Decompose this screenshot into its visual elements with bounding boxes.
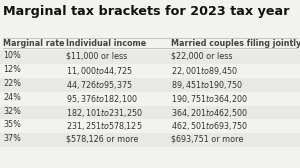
Text: 35%: 35% bbox=[3, 120, 21, 129]
Text: $182,101 to $231,250: $182,101 to $231,250 bbox=[66, 107, 143, 118]
Text: Marginal tax brackets for 2023 tax year: Marginal tax brackets for 2023 tax year bbox=[3, 5, 290, 18]
Text: Marginal rate: Marginal rate bbox=[3, 39, 64, 48]
Text: $462,501 to $693,750: $462,501 to $693,750 bbox=[171, 120, 248, 132]
Text: $364,201 to $462,500: $364,201 to $462,500 bbox=[171, 107, 248, 118]
Text: $231,251 to $578,125: $231,251 to $578,125 bbox=[66, 120, 142, 132]
Bar bbox=[0, 50, 300, 64]
Text: 32%: 32% bbox=[3, 107, 21, 116]
Text: 24%: 24% bbox=[3, 93, 21, 102]
Text: $89,451 to $190,750: $89,451 to $190,750 bbox=[171, 79, 243, 91]
Text: 22%: 22% bbox=[3, 79, 21, 88]
Text: $693,751 or more: $693,751 or more bbox=[171, 134, 243, 143]
Text: $190,751 to $364,200: $190,751 to $364,200 bbox=[171, 93, 248, 105]
Text: $44,726 to $95,375: $44,726 to $95,375 bbox=[66, 79, 133, 91]
Text: Married couples filing jointly: Married couples filing jointly bbox=[171, 39, 300, 48]
Bar bbox=[0, 78, 300, 92]
Bar bbox=[0, 133, 300, 147]
Text: 12%: 12% bbox=[3, 65, 21, 74]
Bar bbox=[0, 106, 300, 119]
Text: $578,126 or more: $578,126 or more bbox=[66, 134, 138, 143]
Text: 10%: 10% bbox=[3, 51, 21, 60]
Text: $11,000 or less: $11,000 or less bbox=[66, 51, 127, 60]
Text: $95,376 to $182,100: $95,376 to $182,100 bbox=[66, 93, 138, 105]
Text: $22,001 to $89,450: $22,001 to $89,450 bbox=[171, 65, 238, 77]
Text: Individual income: Individual income bbox=[66, 39, 146, 48]
Text: 37%: 37% bbox=[3, 134, 21, 143]
Text: $11,000 to $44,725: $11,000 to $44,725 bbox=[66, 65, 133, 77]
Text: $22,000 or less: $22,000 or less bbox=[171, 51, 232, 60]
